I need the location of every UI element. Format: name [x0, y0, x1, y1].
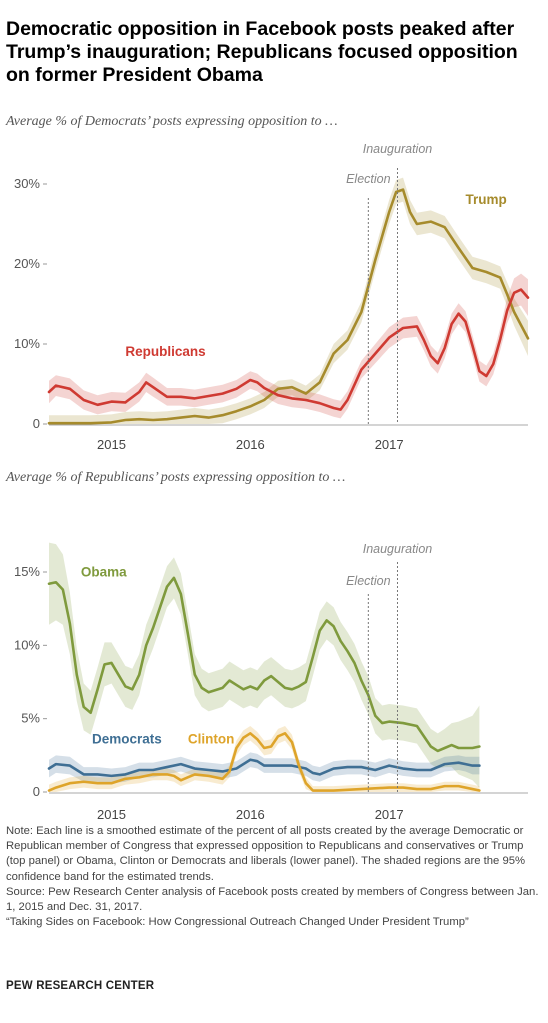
election-annotation: Election: [346, 172, 391, 186]
y-tick-label: 10%: [14, 637, 40, 652]
inauguration-annotation: Inauguration: [363, 142, 433, 156]
republicans-opposition-chart: 0 5% 10% 15% 2015 2016 2017 Election Inauguratio…: [14, 542, 528, 822]
page-title: Democratic opposition in Facebook posts …: [6, 18, 518, 86]
brand-logo-text: PEW RESEARCH CENTER: [6, 980, 155, 992]
x-tick-label: 2016: [236, 807, 265, 822]
x-tick-label: 2015: [97, 437, 126, 452]
y-tick-label: 10%: [14, 336, 40, 351]
panel-1-subtitle: Average % of Democrats’ posts expressing…: [6, 114, 338, 129]
obama-series-line: [47, 576, 481, 753]
trump-series-line: [47, 188, 530, 425]
y-tick-label: 0: [33, 416, 40, 431]
obama-confidence-band: [49, 542, 480, 788]
y-tick-label: 5%: [21, 711, 40, 726]
x-tick-label: 2017: [375, 807, 404, 822]
report-title: “Taking Sides on Facebook: How Congressi…: [6, 916, 469, 929]
clinton-series-label: Clinton: [188, 732, 235, 747]
democrats-series-line: [47, 758, 481, 778]
panel-2-subtitle: Average % of Republicans’ posts expressi…: [6, 470, 346, 485]
x-tick-label: 2017: [375, 437, 404, 452]
democrats-series-label: Democrats: [92, 732, 162, 747]
inauguration-annotation: Inauguration: [363, 542, 433, 556]
democrats-opposition-chart: 0 10% 20% 30% 2015 2016 2017 Election Inaugurati…: [14, 142, 530, 452]
x-tick-label: 2015: [97, 807, 126, 822]
note-text: Note: Each line is a smoothed estimate o…: [6, 825, 526, 883]
y-tick-label: 15%: [14, 564, 40, 579]
y-tick-label: 30%: [14, 176, 40, 191]
x-tick-label: 2016: [236, 437, 265, 452]
trump-series-label: Trump: [466, 192, 507, 207]
republicans-series-line: [47, 288, 530, 411]
chart-notes: Note: Each line is a smoothed estimate o…: [6, 824, 544, 930]
election-annotation: Election: [346, 574, 391, 588]
clinton-series-line: [47, 732, 481, 792]
y-tick-label: 0: [33, 784, 40, 799]
source-text: Source: Pew Research Center analysis of …: [6, 885, 539, 914]
republicans-series-label: Republicans: [125, 344, 205, 359]
y-tick-label: 20%: [14, 256, 40, 271]
obama-series-label: Obama: [81, 564, 127, 579]
